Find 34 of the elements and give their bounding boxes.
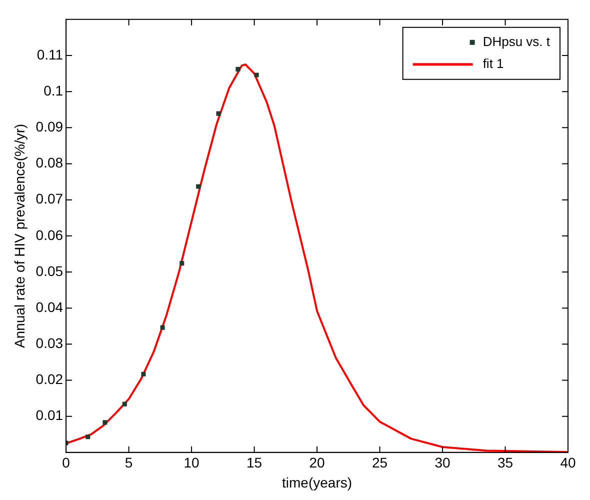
point [216, 111, 221, 116]
point [180, 261, 184, 266]
x-tick-label: 35 [497, 454, 514, 471]
x-tick-label: 10 [184, 454, 200, 471]
y-tick-label: 0.03 [36, 335, 64, 352]
y-tick-label: 0.1 [44, 82, 64, 98]
x-tick-label: 30 [434, 454, 451, 471]
legend-label: fit 1 [482, 56, 504, 71]
y-tick-label: 0.11 [36, 46, 64, 62]
point [122, 402, 127, 406]
y-tick-label: 0.02 [36, 371, 64, 388]
point [196, 184, 201, 189]
x-tick-label: 20 [309, 454, 326, 471]
x-tick-label: 0 [62, 454, 70, 471]
point [86, 434, 90, 440]
point [102, 420, 108, 425]
y-tick-label: 0.06 [36, 226, 64, 243]
x-tick-label: 15 [246, 454, 262, 471]
x-tick-label: 40 [560, 454, 576, 471]
point [160, 325, 165, 330]
point [254, 72, 259, 78]
y-tick-label: 0.01 [36, 407, 64, 424]
x-tick-label: 5 [124, 454, 133, 471]
point [236, 66, 240, 72]
point [141, 372, 146, 376]
y-tick-label: 0.09 [36, 118, 64, 135]
y-tick-label: 0.08 [36, 154, 64, 171]
y-axis-title: Annual rate of HIV prevalence(%/yr) [11, 124, 28, 348]
y-tick-label: 0.05 [36, 262, 64, 279]
y-tick-label: 0.04 [36, 298, 64, 315]
legend-label: DHpsu vs. t [482, 34, 550, 49]
y-tick-label: 0.07 [36, 190, 64, 207]
x-axis-title: time(years) [282, 474, 352, 490]
x-tick-label: 25 [372, 454, 388, 471]
